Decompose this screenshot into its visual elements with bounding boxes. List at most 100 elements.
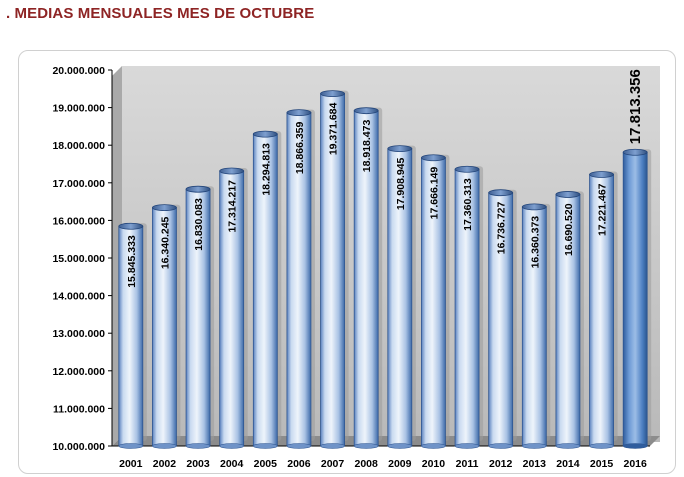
- bar: [353, 110, 379, 447]
- x-tick-label: 2010: [422, 458, 446, 470]
- data-label: 17.314.217: [227, 180, 239, 233]
- bar: [320, 93, 345, 447]
- y-tick-label: 16.000.000: [52, 215, 105, 227]
- bar: [622, 151, 648, 447]
- data-label: 19.371.684: [328, 102, 340, 155]
- data-label: 17.666.149: [428, 167, 440, 220]
- bar-base: [152, 443, 177, 449]
- bar-base: [353, 443, 379, 449]
- data-label: 18.294.813: [260, 143, 272, 196]
- bar-2007: 19.371.684: [320, 90, 349, 449]
- bar: [421, 157, 446, 447]
- bar-cap: [589, 171, 614, 178]
- bar-base: [555, 443, 581, 449]
- bar-cap: [521, 203, 547, 211]
- page-title: . MEDIAS MENSUALES MES DE OCTUBRE: [6, 5, 315, 22]
- y-tick-label: 18.000.000: [52, 140, 105, 152]
- bar-cap: [320, 90, 345, 98]
- bar-cap: [488, 189, 514, 197]
- x-tick-label: 2002: [153, 458, 177, 470]
- bar-2001: 15.845.333: [118, 222, 147, 449]
- bar-2012: 16.736.727: [488, 189, 517, 449]
- bar-2006: 18.866.359: [286, 109, 315, 449]
- bar-base: [488, 443, 513, 449]
- x-tick-label: 2007: [321, 458, 345, 470]
- y-tick-label: 15.000.000: [52, 253, 105, 265]
- bar-2013: 16.360.373: [521, 203, 551, 449]
- bar-base: [387, 443, 413, 449]
- bar-base: [622, 443, 648, 449]
- bar-2008: 18.918.473: [353, 107, 383, 449]
- x-tick-label: 2012: [489, 458, 513, 470]
- bar-cap: [353, 107, 379, 115]
- x-tick-label: 2005: [254, 458, 278, 470]
- bar-base: [118, 443, 144, 449]
- data-label: 18.866.359: [294, 121, 306, 174]
- bar-cap: [387, 145, 413, 153]
- x-tick-label: 2016: [624, 458, 648, 470]
- data-label: 16.360.373: [529, 216, 541, 269]
- bars-group: 15.845.333 16.340.245 16.830.083 17.314.217…: [118, 69, 652, 449]
- data-label: 17.908.945: [395, 157, 407, 210]
- data-label: 16.830.083: [193, 198, 205, 251]
- bar-base: [589, 443, 614, 449]
- x-tick-label: 2008: [355, 458, 379, 470]
- bar-base: [185, 443, 211, 449]
- bar-2010: 17.666.149: [421, 154, 450, 449]
- bar-2004: 17.314.217: [219, 167, 248, 449]
- bar-2011: 17.360.313: [454, 165, 484, 449]
- bar-2016: 17.813.356: [622, 69, 652, 449]
- bar: [555, 194, 581, 447]
- x-tick-label: 2009: [388, 458, 412, 470]
- bar-base: [253, 443, 278, 449]
- data-label: 16.736.727: [496, 202, 508, 255]
- bar-2009: 17.908.945: [387, 145, 416, 449]
- bar-cap: [118, 222, 144, 230]
- bar-base: [522, 443, 547, 449]
- y-tick-label: 12.000.000: [52, 366, 105, 378]
- bar-base: [320, 443, 345, 449]
- bar: [286, 112, 312, 447]
- y-axis: 10.000.000 11.000.000 12.000.000 13.000.000…: [52, 65, 112, 453]
- bar-cap: [555, 191, 581, 198]
- y-tick-label: 14.000.000: [52, 291, 105, 303]
- x-tick-label: 2013: [523, 458, 547, 470]
- data-label: 17.360.313: [462, 178, 474, 231]
- bar-cap: [185, 185, 211, 193]
- x-tick-label: 2003: [186, 458, 210, 470]
- bar-2015: 17.221.467: [589, 171, 618, 449]
- bar-2003: 16.830.083: [185, 185, 215, 449]
- x-tick-label: 2001: [119, 458, 143, 470]
- bar-base: [454, 443, 480, 449]
- bar-cap: [286, 109, 312, 117]
- data-label: 16.340.245: [159, 216, 171, 269]
- bar: [219, 170, 245, 447]
- x-tick-label: 2011: [456, 458, 479, 470]
- bar-cap: [152, 204, 177, 212]
- bar: [252, 133, 278, 447]
- x-tick-label: 2006: [287, 458, 311, 470]
- bar-cap: [421, 154, 446, 162]
- bar-2002: 16.340.245: [152, 204, 181, 449]
- bar: [454, 168, 480, 447]
- x-tick-label: 2014: [556, 458, 580, 470]
- y-tick-label: 17.000.000: [52, 178, 105, 190]
- bar-2005: 18.294.813: [252, 130, 282, 449]
- bar: [488, 192, 514, 447]
- bar-base: [219, 443, 244, 449]
- data-label: 17.221.467: [597, 183, 609, 236]
- bar-cap: [219, 167, 245, 175]
- y-tick-label: 11.000.000: [53, 403, 105, 415]
- data-label: 17.813.356: [627, 69, 644, 144]
- y-tick-label: 20.000.000: [52, 65, 105, 77]
- x-axis: 2001 2002 2003 2004 2005 2006 2007 2008 2009 2010…: [119, 458, 647, 470]
- bar-cap: [454, 165, 480, 173]
- y-tick-label: 10.000.000: [52, 441, 105, 453]
- data-label: 18.918.473: [361, 120, 373, 173]
- bar-base: [421, 443, 446, 449]
- data-label: 15.845.333: [126, 235, 138, 288]
- bar: [185, 188, 211, 447]
- bar: [118, 225, 144, 447]
- bar-base: [286, 443, 312, 449]
